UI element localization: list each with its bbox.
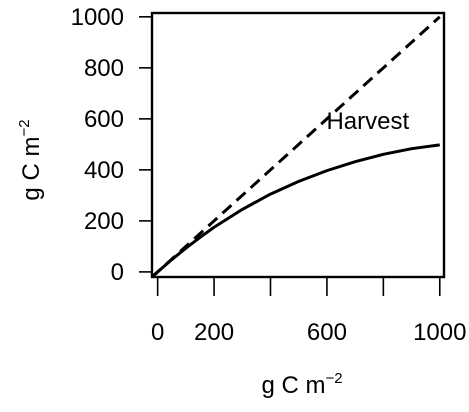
y-axis-title-text: g C m <box>18 137 45 201</box>
series-line-dashed <box>150 15 441 279</box>
plot-frame <box>150 11 446 279</box>
x-axis-title-text: g C m <box>261 372 325 399</box>
x-tick-label: 0 <box>151 319 164 346</box>
annotation-label: Harvest <box>326 108 409 135</box>
x-axis-title: g C m−2 <box>261 370 342 399</box>
x-tick-label: 1000 <box>413 319 466 346</box>
y-axis: 0 200 400 600 800 1000 <box>71 4 152 286</box>
y-tick-label: 1000 <box>71 4 124 31</box>
y-tick-label: 0 <box>111 259 124 286</box>
x-tick-label: 600 <box>307 319 347 346</box>
y-tick-label: 800 <box>84 55 124 82</box>
series-layer <box>150 15 441 279</box>
y-tick-label: 200 <box>84 208 124 235</box>
x-tick-label: 200 <box>194 319 234 346</box>
y-axis-title: g C m−2 <box>16 119 45 200</box>
annotation-layer: Harvest <box>326 108 409 135</box>
series-line-solid <box>150 143 440 279</box>
y-tick-label: 600 <box>84 106 124 133</box>
y-tick-label: 400 <box>84 157 124 184</box>
x-axis-title-superscript: −2 <box>325 370 342 387</box>
x-axis: 0 200 600 1000 <box>151 277 466 346</box>
y-axis-title-superscript: −2 <box>16 119 33 136</box>
